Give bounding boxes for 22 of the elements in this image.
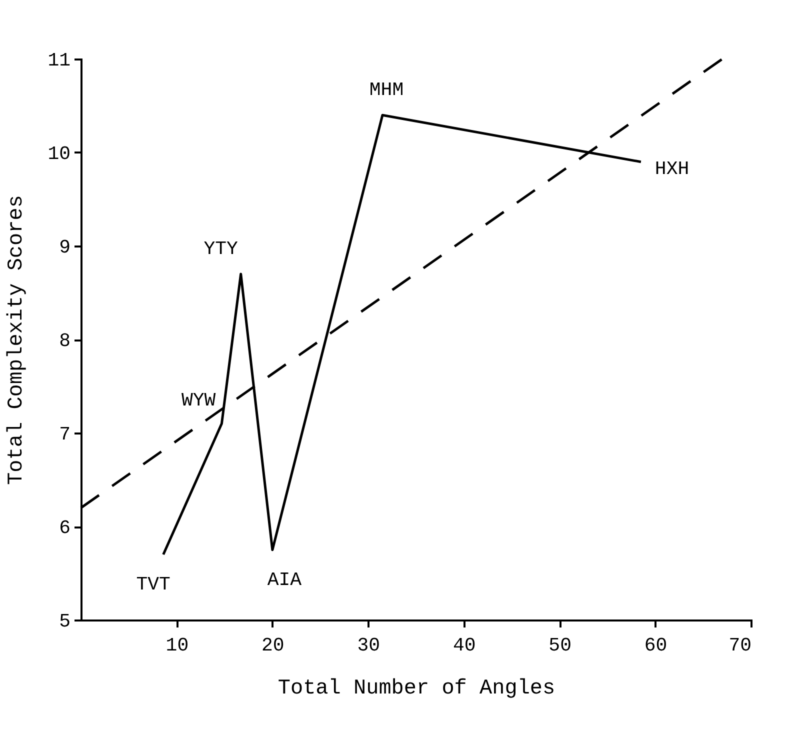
x-tick-label: 60 — [644, 634, 668, 656]
y-tick-label: 9 — [59, 236, 70, 258]
y-tick-label: 7 — [59, 424, 70, 446]
x-axis-title: Total Number of Angles — [278, 678, 556, 700]
x-tick-label: 70 — [728, 634, 752, 656]
y-axis-title: Total Complexity Scores — [6, 195, 29, 485]
annotation: AIA — [267, 568, 302, 591]
x-tick-label: 10 — [166, 634, 189, 656]
y-tick-label: 8 — [59, 330, 70, 352]
x-tick-label: 40 — [452, 634, 476, 656]
x-tick-label: 20 — [262, 634, 284, 656]
x-tick-label: 30 — [357, 634, 380, 656]
y-tick-label: 11 — [48, 50, 70, 72]
annotation: TVT — [136, 574, 170, 596]
y-tick-label: 6 — [59, 517, 70, 539]
annotation: YTY — [204, 238, 239, 260]
annotation: HXH — [654, 158, 690, 180]
y-tick-label: 5 — [59, 610, 70, 632]
annotation: MHM — [369, 79, 404, 102]
x-tick-label: 50 — [548, 634, 572, 656]
annotation: WYW — [181, 390, 216, 412]
y-tick-label: 10 — [48, 143, 70, 165]
